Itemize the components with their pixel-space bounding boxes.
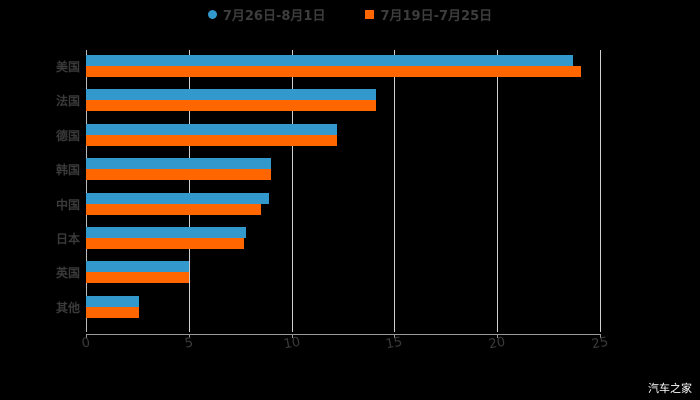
legend-label: 7月19日-7月25日 [380, 8, 493, 24]
y-category-label: 美国 [55, 60, 80, 74]
x-tick-label: 0 [80, 335, 92, 352]
legend-item-series1[interactable]: 7月26日-8月1日 [207, 4, 326, 24]
bar[interactable] [86, 261, 189, 273]
square-marker-icon [365, 9, 375, 19]
y-category-label: 德国 [55, 128, 80, 143]
x-tick [600, 334, 601, 338]
bar[interactable] [86, 123, 337, 135]
bar[interactable] [86, 203, 261, 215]
y-axis-line [86, 50, 87, 332]
gridline [188, 50, 190, 332]
x-axis-line [86, 334, 601, 335]
bar[interactable] [86, 306, 140, 318]
gridline [600, 50, 601, 332]
bar[interactable] [86, 66, 582, 77]
bar[interactable] [86, 192, 269, 204]
chart-legend: 7月26日-8月1日 7月19日-7月25日 [0, 4, 700, 24]
y-category-label: 日本 [55, 232, 80, 246]
bar[interactable] [86, 134, 337, 146]
bar[interactable] [86, 55, 574, 66]
bar[interactable] [86, 272, 189, 284]
x-tick [291, 334, 293, 338]
x-tick-label: 20 [487, 334, 507, 353]
x-tick [86, 334, 87, 338]
watermark: 汽车之家 [648, 382, 692, 395]
x-tick [188, 334, 190, 338]
bar[interactable] [86, 169, 272, 181]
circle-marker-icon [207, 9, 217, 19]
bar[interactable] [86, 89, 376, 101]
y-category-label: 中国 [55, 197, 80, 212]
x-tick-label: 5 [183, 335, 195, 352]
y-category-label: 韩国 [55, 163, 80, 178]
y-category-label: 英国 [55, 266, 80, 281]
legend-label: 7月26日-8月1日 [222, 8, 326, 24]
bar[interactable] [86, 238, 245, 249]
gridline [394, 50, 396, 332]
gridline [497, 50, 499, 332]
x-tick-label: 25 [590, 334, 610, 353]
x-tick-label: 15 [384, 334, 404, 353]
y-category-label: 法国 [55, 94, 80, 109]
legend-item-series2[interactable]: 7月19日-7月25日 [365, 4, 492, 24]
bar[interactable] [86, 295, 140, 307]
y-category-label: 其他 [55, 300, 80, 315]
plot-area [86, 50, 601, 332]
x-tick-label: 10 [282, 334, 302, 353]
bar[interactable] [86, 227, 247, 238]
bar[interactable] [86, 158, 272, 170]
bar[interactable] [86, 100, 376, 112]
x-tick [394, 334, 396, 338]
gridline [291, 50, 293, 332]
x-tick [497, 334, 499, 338]
